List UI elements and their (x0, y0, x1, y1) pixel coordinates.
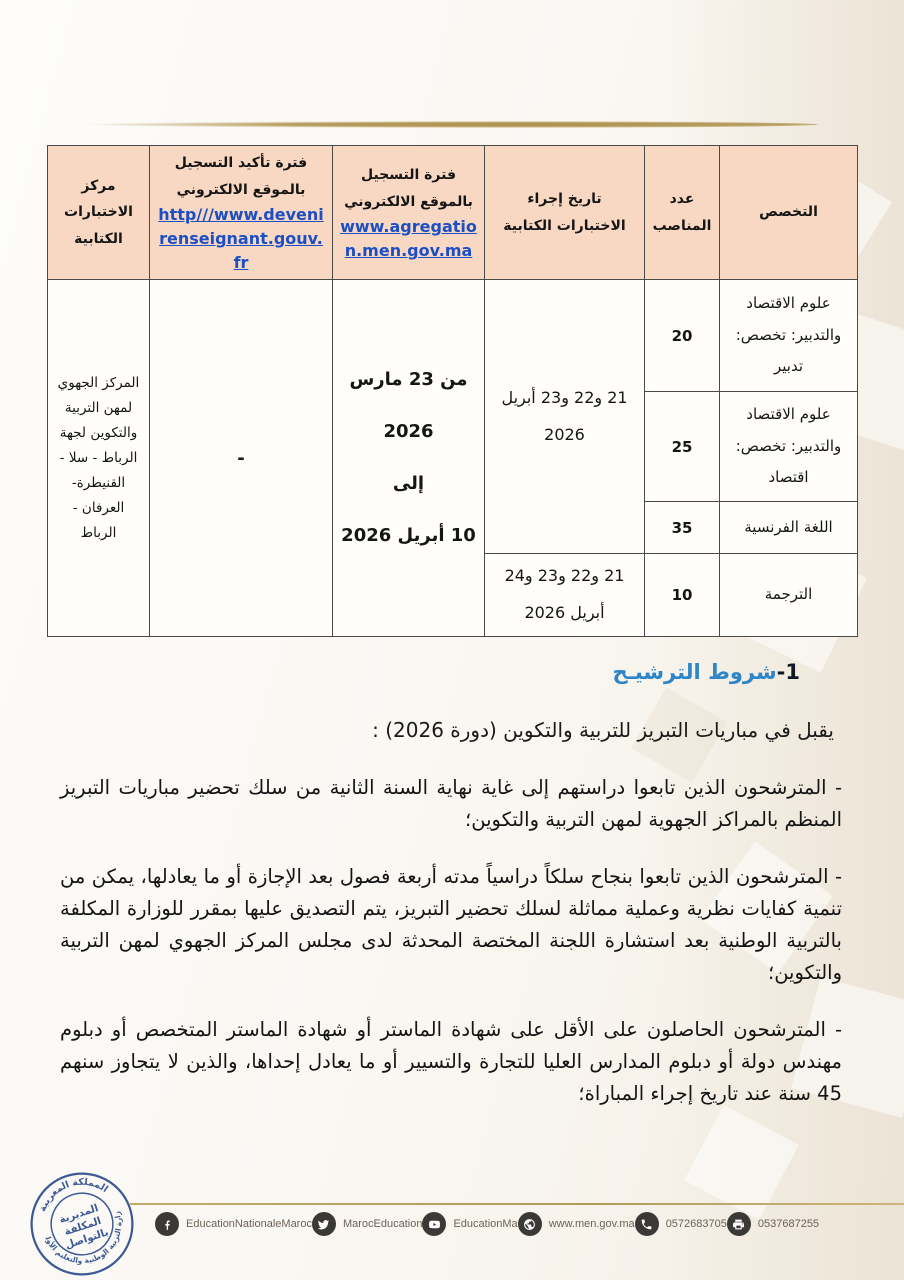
fax-icon (726, 1212, 751, 1236)
confirmation-link[interactable]: http///www.devenirenseignant.gouv.fr (158, 205, 324, 273)
phone-icon (634, 1212, 659, 1236)
col-header-positions: عدد المناصب (644, 144, 720, 281)
registration-to-word: إلى (392, 473, 425, 495)
top-gold-divider (88, 121, 818, 128)
section-title: شروط الترشيـح (612, 660, 777, 684)
table-row: الترجمة 10 21 و22 و23 و24 أبريل 2026 (48, 553, 858, 638)
footer-fax-label: 0537687255 (757, 1218, 820, 1230)
youtube-icon (422, 1212, 447, 1236)
footer-twitter-label: MarocEducation (342, 1218, 423, 1230)
condition-item: - المترشحون الحاصلون على الأقل على شهادة… (60, 1018, 842, 1105)
condition-item: - المترشحون الذين تابعوا بنجاح سلكاً درا… (60, 865, 842, 984)
footer-facebook: EducationNationaleMaroc (155, 1212, 312, 1236)
section-heading: 1-شروط الترشيـح (613, 660, 801, 684)
specialization-cell: اللغة الفرنسية (719, 501, 858, 555)
section-intro: يقبل في مباريات التبريز للتربية والتكوين… (372, 718, 834, 742)
footer-youtube-label: EducationMa (453, 1218, 518, 1230)
specialization-cell: علوم الاقتصاد والتدبير: تخصص: تدبير (719, 279, 858, 393)
exam-dates-group2-cell: 21 و22 و23 و24 أبريل 2026 (484, 553, 645, 638)
footer-phone: 0572683705 (634, 1212, 727, 1236)
conditions-list: - المترشحون الذين تابعوا دراستهم إلى غاي… (60, 772, 842, 1135)
condition-item: - المترشحون الذين تابعوا دراستهم إلى غاي… (60, 776, 842, 831)
footer-gold-line (130, 1203, 904, 1205)
registration-period-cell: من 23 مارس 2026 إلى 10 أبريل 2026 (332, 279, 485, 638)
col-header-specialization: التخصص (719, 144, 858, 281)
table-row: علوم الاقتصاد والتدبير: تخصص: اقتصاد 25 (48, 391, 858, 503)
registration-from: من 23 مارس 2026 (349, 368, 468, 442)
positions-cell: 10 (644, 553, 720, 638)
table-row: علوم الاقتصاد والتدبير: تخصص: تدبير 20 2… (47, 279, 858, 638)
ministry-stamp: المملكة المغربية وزارة التربية الوطنية و… (11, 1153, 134, 1280)
col-header-confirmation: فترة تأكيد التسجيل بالموقع الالكتروني ht… (149, 144, 333, 281)
globe-icon (517, 1212, 542, 1236)
positions-cell: 25 (644, 391, 720, 503)
footer-fax: 0537687255 (726, 1212, 820, 1236)
footer-youtube: EducationMa (422, 1212, 518, 1236)
registration-period-title: فترة التسجيل بالموقع الالكتروني (344, 167, 473, 210)
section-number: 1- (776, 660, 800, 684)
exam-center-cell: المركز الجهوي لمهن التربية والتكوين لجهة… (47, 279, 150, 638)
col-header-exam-center: مركز الاختبارات الكتابية (47, 144, 150, 281)
col-header-registration: فترة التسجيل بالموقع الالكتروني www.agre… (332, 144, 485, 281)
col-header-exam-date: تاريخ إجراء الاختبارات الكتابية (484, 144, 645, 281)
confirmation-period-title: فترة تأكيد التسجيل بالموقع الالكتروني (174, 155, 308, 198)
registration-until: 10 أبريل 2026 (341, 525, 476, 547)
confirmation-value-cell: - (149, 279, 333, 638)
positions-cell: 20 (644, 279, 720, 393)
positions-cell: 35 (644, 501, 720, 555)
footer-website-label: www.men.gov.ma (548, 1218, 635, 1230)
twitter-icon (311, 1212, 336, 1236)
footer-contact-bar: EducationNationaleMaroc MarocEducation E… (155, 1212, 819, 1236)
registration-link[interactable]: www.agregation.men.gov.ma (340, 217, 477, 261)
footer-phone-label: 0572683705 (665, 1218, 727, 1230)
specialization-cell: الترجمة (719, 553, 858, 638)
exam-schedule-table: التخصص عدد المناصب تاريخ إجراء الاختبارا… (47, 144, 858, 638)
table-row: اللغة الفرنسية 35 (48, 501, 858, 555)
exam-dates-group1-cell: 21 و22 و23 أبريل 2026 (484, 279, 645, 555)
specialization-cell: علوم الاقتصاد والتدبير: تخصص: اقتصاد (719, 391, 858, 503)
footer-facebook-label: EducationNationaleMaroc (186, 1218, 312, 1230)
facebook-icon (155, 1212, 179, 1236)
footer-website: www.men.gov.ma (517, 1212, 635, 1236)
footer-twitter: MarocEducation (311, 1212, 423, 1236)
